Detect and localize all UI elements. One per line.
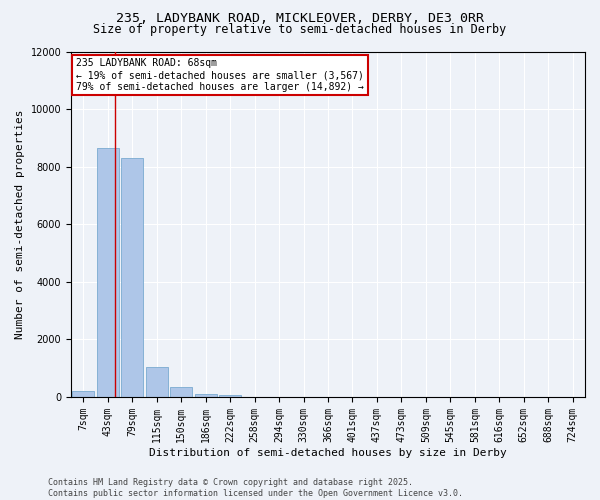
Bar [170,387,192,397]
Bar [219,395,241,397]
Bar [97,148,119,397]
Text: Size of property relative to semi-detached houses in Derby: Size of property relative to semi-detach… [94,22,506,36]
Bar [121,158,143,397]
Text: 235 LADYBANK ROAD: 68sqm
← 19% of semi-detached houses are smaller (3,567)
79% o: 235 LADYBANK ROAD: 68sqm ← 19% of semi-d… [76,58,364,92]
X-axis label: Distribution of semi-detached houses by size in Derby: Distribution of semi-detached houses by … [149,448,507,458]
Y-axis label: Number of semi-detached properties: Number of semi-detached properties [15,110,25,339]
Text: Contains HM Land Registry data © Crown copyright and database right 2025.
Contai: Contains HM Land Registry data © Crown c… [48,478,463,498]
Text: 235, LADYBANK ROAD, MICKLEOVER, DERBY, DE3 0RR: 235, LADYBANK ROAD, MICKLEOVER, DERBY, D… [116,12,484,26]
Bar [72,391,94,397]
Bar [194,394,217,397]
Bar [146,366,168,397]
